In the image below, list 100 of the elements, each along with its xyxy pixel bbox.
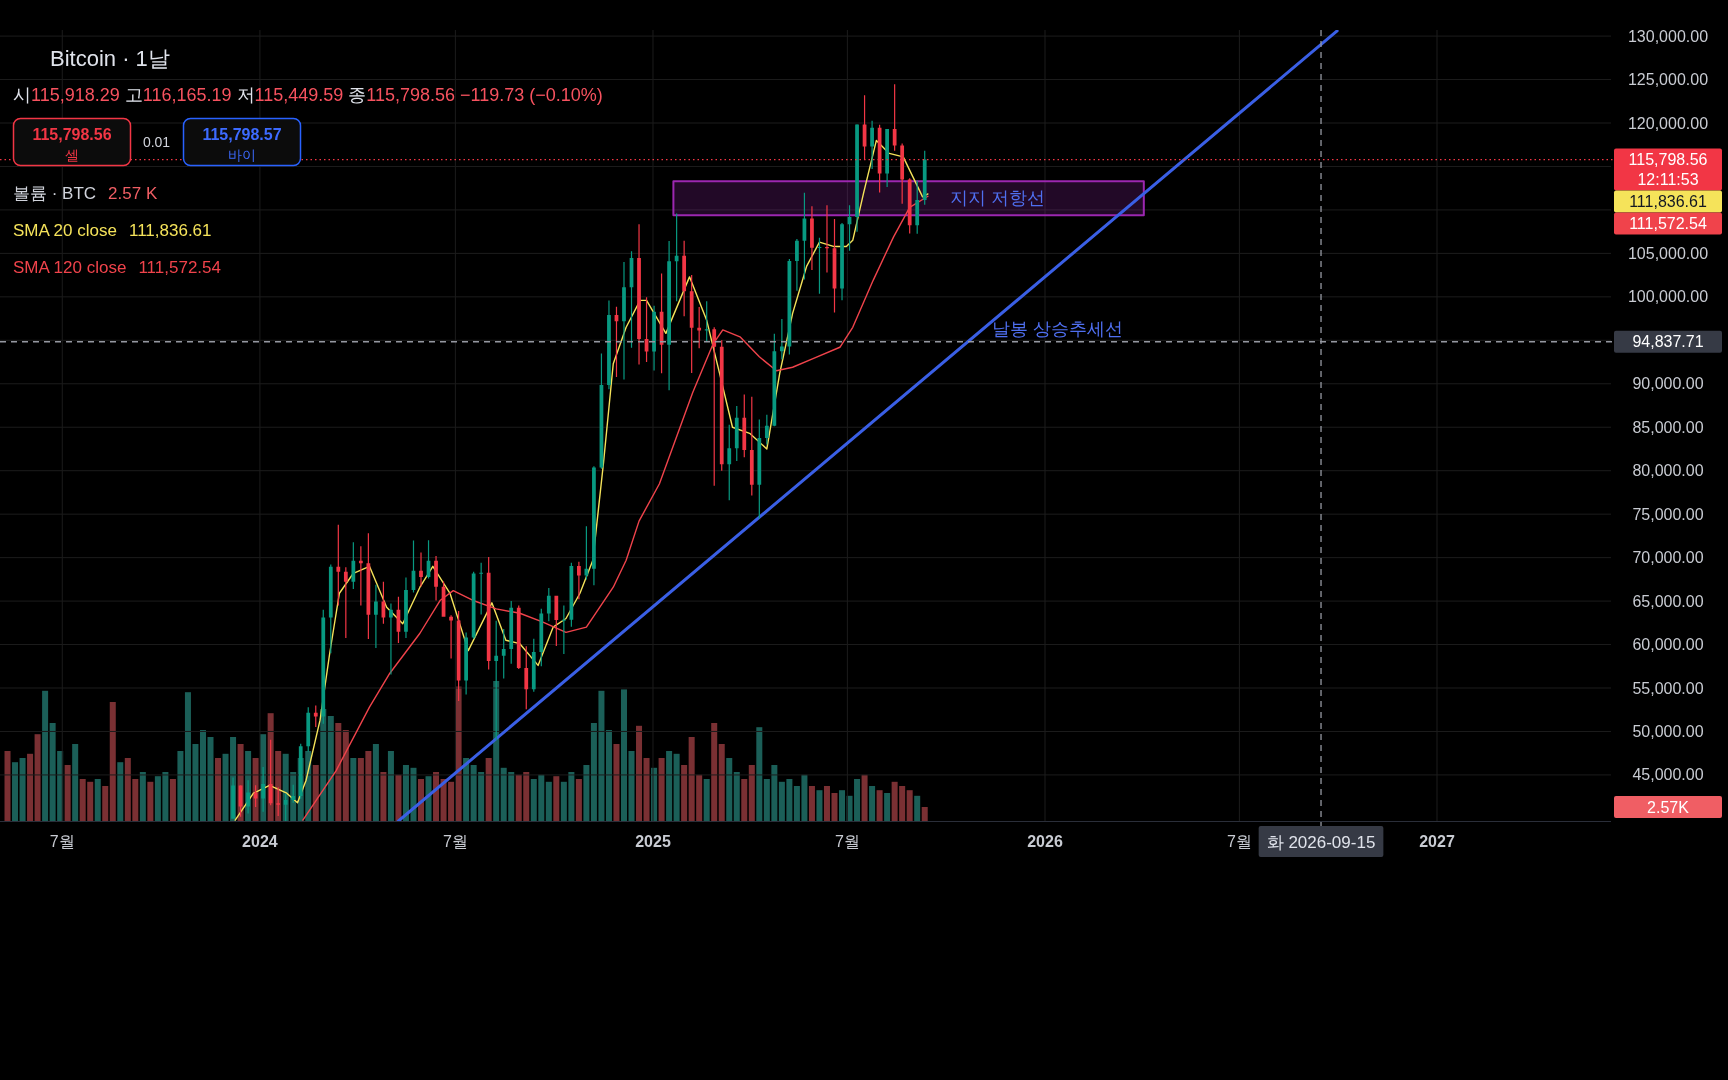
bar [335, 723, 342, 821]
candlestick [637, 224, 641, 365]
bar [372, 744, 379, 821]
bar [839, 790, 846, 821]
bar [64, 765, 71, 821]
candlestick [389, 603, 393, 675]
text: SMA 20 close [13, 221, 117, 240]
bar [545, 781, 552, 821]
y-tick-label: 80,000.00 [1632, 462, 1704, 480]
y-tick-label: 85,000.00 [1632, 418, 1704, 436]
bar [583, 765, 590, 821]
candlestick [622, 262, 626, 380]
bar [4, 751, 11, 821]
text: 94,837.71 [1632, 333, 1704, 351]
x-tick-label: 2024 [242, 833, 278, 850]
candlestick [374, 584, 378, 649]
y-tick-label: 75,000.00 [1632, 505, 1704, 523]
candlestick [419, 552, 423, 587]
bar [914, 795, 921, 821]
bar [207, 737, 214, 821]
annotation: 0.01 [142, 134, 171, 150]
bar [869, 786, 876, 821]
bar [117, 762, 124, 821]
annotation: 셀 [65, 147, 79, 163]
y-tick-label: 45,000.00 [1632, 766, 1704, 784]
bar [27, 753, 34, 821]
bar [726, 758, 733, 821]
y-tick-label: 55,000.00 [1632, 679, 1704, 697]
bar [876, 790, 883, 821]
bar [733, 772, 740, 821]
text: 111,572.54 [1629, 215, 1707, 233]
bar [94, 779, 101, 821]
annotation: 115,798.56 [32, 126, 112, 143]
bar [42, 690, 49, 821]
bar [748, 765, 755, 821]
y-tick-label: 50,000.00 [1632, 722, 1704, 740]
y-tick-label: 105,000.00 [1627, 244, 1709, 262]
x-tick-label: 7월 [49, 833, 75, 850]
bar [711, 723, 718, 821]
bar [387, 751, 394, 821]
text: 111,836.61 [1629, 193, 1707, 211]
candlestick [434, 555, 438, 601]
annotation: 111,572.54 [138, 258, 221, 277]
annotation: 2.57 K [108, 184, 158, 203]
text: 12:11:53 [1637, 171, 1699, 189]
bar [380, 772, 387, 821]
annotation: 지지 저항선 [950, 188, 1046, 209]
bar [199, 730, 206, 821]
bar [756, 727, 763, 821]
bar [425, 776, 432, 821]
candlestick [870, 120, 874, 170]
bar [102, 786, 109, 821]
bar [636, 725, 643, 821]
bar [34, 734, 41, 821]
candlestick [795, 239, 799, 291]
bar [395, 774, 402, 821]
y-tick-label: 100,000.00 [1627, 288, 1709, 306]
x-tick-label: 2025 [635, 833, 671, 850]
bar [12, 762, 19, 821]
bar [463, 758, 470, 821]
annotation: 115,798.57 [202, 126, 282, 143]
text: 화 2026-09-15 [1266, 833, 1376, 852]
bar [19, 758, 26, 821]
bar [215, 758, 222, 821]
chart-title: 볼륨 · BTC [13, 184, 97, 203]
bar [169, 779, 176, 821]
bar [312, 765, 319, 821]
x-tick-label: 7월 [834, 833, 860, 850]
bar [147, 781, 154, 821]
sell-button: 115,798.56 셀 [12, 117, 132, 167]
text: Bitcoin · 1날 [50, 46, 170, 71]
bar [177, 751, 184, 821]
bar [139, 772, 146, 821]
bar [72, 744, 79, 821]
bar [418, 779, 425, 821]
bar [906, 790, 913, 821]
text: 2.57K [1647, 798, 1690, 816]
y-tick-label: 60,000.00 [1632, 636, 1704, 654]
y-tick-label: 125,000.00 [1627, 71, 1709, 89]
text: 115,798.56 [1628, 151, 1708, 169]
bar [861, 774, 868, 821]
bar [681, 765, 688, 821]
bar [342, 730, 349, 821]
bar [741, 779, 748, 821]
candlestick [449, 615, 453, 659]
annotation: 바이 [228, 147, 256, 163]
bar [703, 779, 710, 821]
text: SMA 120 close [13, 258, 127, 277]
y-tick-label: 65,000.00 [1632, 592, 1704, 610]
buy-button: 115,798.57 바이 [182, 117, 302, 167]
bar [884, 793, 891, 821]
candlestick [810, 206, 814, 270]
bar [808, 786, 815, 821]
annotation: 111,836.61 [128, 221, 212, 240]
x-tick-label: 2026 [1027, 833, 1063, 850]
annotation: 날봉 상승추세선 [991, 318, 1123, 339]
bar [718, 744, 725, 821]
bar [658, 758, 665, 821]
y-tick-label: 70,000.00 [1632, 549, 1704, 567]
bar [628, 751, 635, 821]
